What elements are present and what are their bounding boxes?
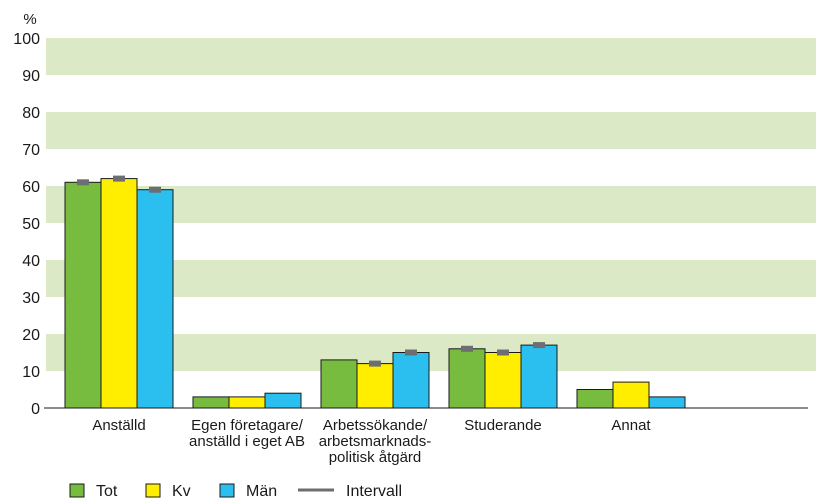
legend: Tot Kv Män Intervall xyxy=(69,483,402,500)
grid-band xyxy=(46,38,816,75)
background-bands xyxy=(46,38,816,371)
x-tick-label: anställd i eget AB xyxy=(189,433,305,450)
grid-band xyxy=(46,334,816,371)
bar-män xyxy=(136,189,174,409)
x-tick-label: politisk åtgärd xyxy=(329,449,422,466)
y-tick-label: 20 xyxy=(22,327,40,344)
bar-tot xyxy=(576,389,614,409)
bar-kv xyxy=(484,352,522,409)
bar-män xyxy=(392,352,430,409)
y-tick-label: 100 xyxy=(13,31,40,48)
x-tick-label: arbetsmarknads- xyxy=(319,433,432,450)
y-unit-label: % xyxy=(23,11,36,28)
y-tick-label: 80 xyxy=(22,105,40,122)
interval-marker xyxy=(533,342,545,349)
interval-marker xyxy=(497,349,509,356)
y-axis: % 0 10 20 30 40 50 60 70 80 90 100 xyxy=(13,11,40,418)
legend-swatch-kv xyxy=(145,483,161,498)
x-tick-label: Studerande xyxy=(464,417,542,434)
bar-kv xyxy=(612,381,650,409)
bar-tot xyxy=(320,359,358,409)
y-tick-label: 30 xyxy=(22,290,40,307)
x-tick-label: Egen företagare/ xyxy=(191,417,304,434)
legend-label: Kv xyxy=(172,483,191,500)
grid-band xyxy=(46,260,816,297)
x-tick-label: Anställd xyxy=(92,417,145,434)
bar-tot xyxy=(192,396,230,409)
interval-marker xyxy=(405,349,417,356)
interval-marker xyxy=(77,179,89,186)
interval-markers xyxy=(77,175,545,367)
grid-band xyxy=(46,186,816,223)
bar-tot xyxy=(64,181,102,409)
interval-marker xyxy=(461,345,473,352)
legend-swatch-män xyxy=(219,483,235,498)
interval-marker xyxy=(369,360,381,367)
bars xyxy=(64,178,686,409)
y-tick-label: 10 xyxy=(22,364,40,381)
y-tick-label: 90 xyxy=(22,68,40,85)
legend-label: Män xyxy=(246,483,277,500)
legend-label: Intervall xyxy=(346,483,402,500)
bar-män xyxy=(264,392,302,409)
x-axis-labels: Anställd Egen företagare/anställd i eget … xyxy=(92,417,651,466)
interval-marker xyxy=(113,175,125,182)
y-tick-label: 0 xyxy=(31,401,40,418)
y-tick-label: 40 xyxy=(22,253,40,270)
bar-kv xyxy=(356,363,394,409)
bar-kv xyxy=(228,396,266,409)
x-tick-label: Annat xyxy=(611,417,651,434)
bar-män xyxy=(648,396,686,409)
bar-män xyxy=(520,344,558,409)
interval-marker xyxy=(149,186,161,193)
y-tick-label: 50 xyxy=(22,216,40,233)
x-tick-label: Arbetssökande/ xyxy=(323,417,428,434)
bar-kv xyxy=(100,178,138,409)
bar-tot xyxy=(448,348,486,409)
y-tick-label: 70 xyxy=(22,142,40,159)
legend-label: Tot xyxy=(96,483,118,500)
y-tick-label: 60 xyxy=(22,179,40,196)
grid-band xyxy=(46,112,816,149)
legend-swatch-tot xyxy=(69,483,85,498)
